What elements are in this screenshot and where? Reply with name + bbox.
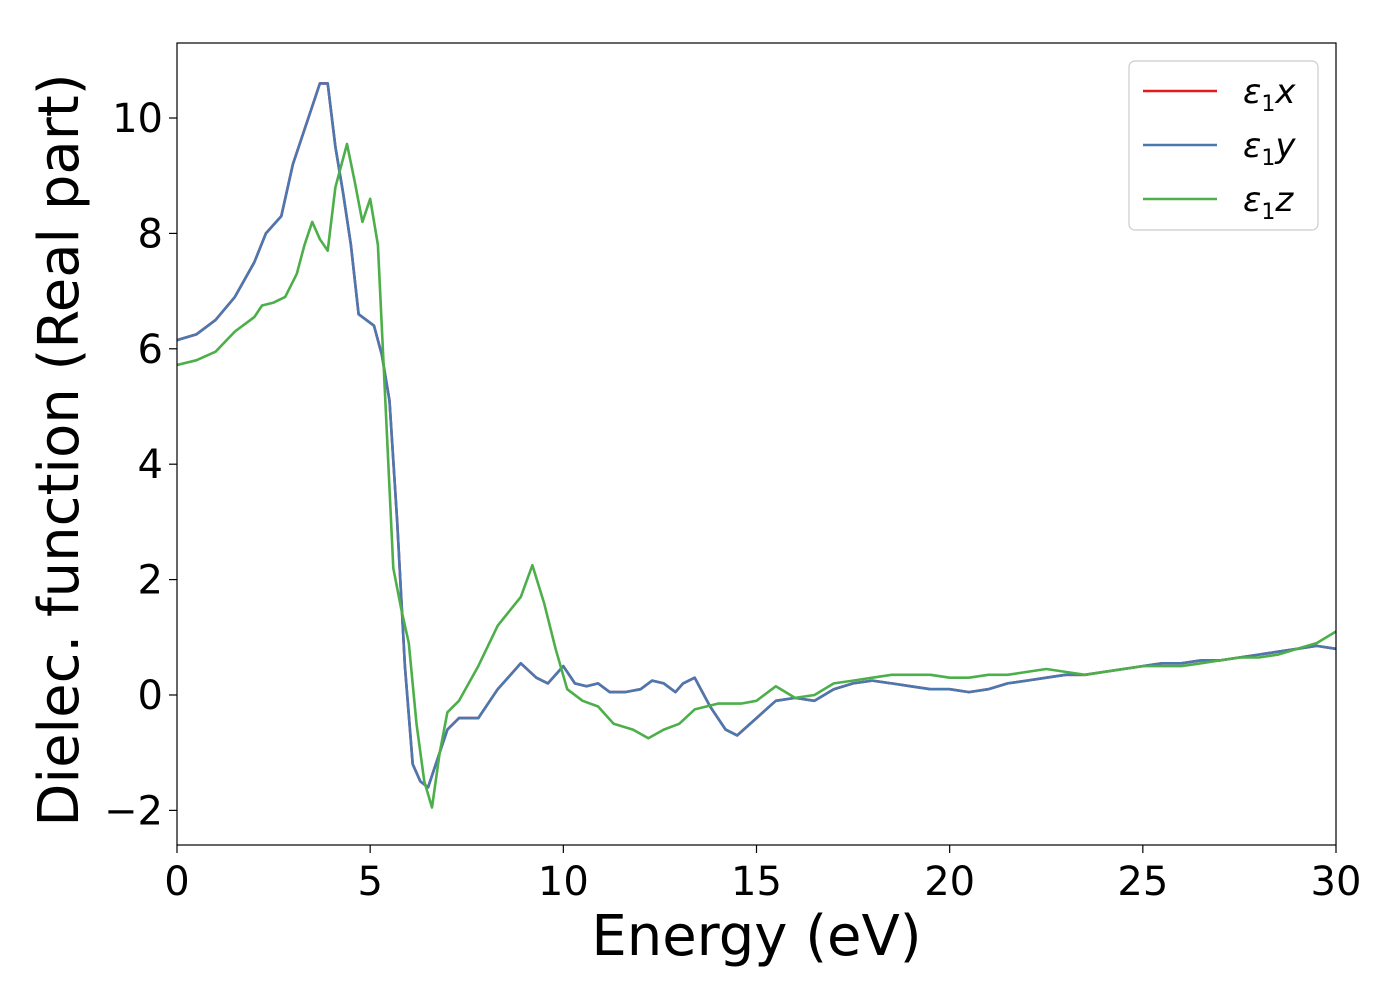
y-tick-label: 8 [138, 211, 163, 257]
x-tick-label: 5 [357, 859, 382, 905]
x-axis-title: Energy (eV) [591, 904, 921, 969]
legend-label-x: ε1x [1243, 72, 1296, 117]
x-tick-label: 0 [164, 859, 189, 905]
series-line-z [177, 142, 1336, 809]
x-tick-label: 20 [924, 859, 975, 905]
y-tick-label: −2 [104, 788, 163, 834]
y-tick-label: 6 [138, 327, 163, 373]
y-axis-title: Dielec. function (Real part) [27, 73, 92, 826]
legend-label-z: ε1z [1243, 180, 1294, 225]
x-tick-label: 30 [1311, 859, 1362, 905]
x-tick-label: 25 [1117, 859, 1168, 905]
legend-box [1128, 60, 1319, 231]
y-tick-label: 0 [138, 673, 163, 719]
legend-label-y: ε1y [1243, 126, 1296, 171]
y-tick-label: 4 [138, 442, 163, 488]
y-tick-label: 10 [112, 96, 163, 142]
y-tick-label: 2 [138, 558, 163, 604]
x-tick-label: 15 [731, 859, 782, 905]
x-tick-label: 10 [538, 859, 589, 905]
